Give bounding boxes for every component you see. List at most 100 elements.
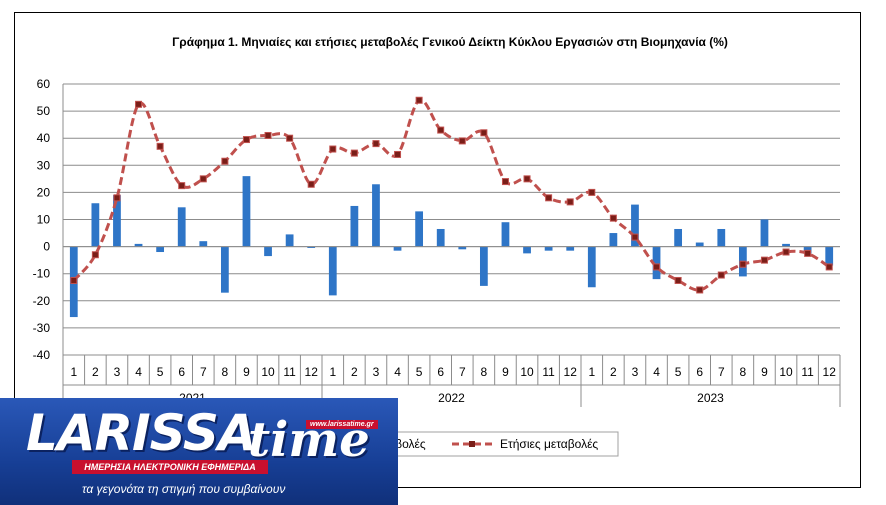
x-tick-label: 3	[632, 365, 639, 379]
annual-change-point-25	[588, 188, 596, 196]
annual-change-point-35	[804, 249, 812, 257]
bar-8	[220, 246, 229, 293]
x-tick-label: 10	[779, 365, 793, 379]
x-tick-label: 6	[437, 365, 444, 379]
x-tick-label: 12	[305, 365, 319, 379]
annual-change-point-7	[199, 175, 207, 183]
year-label-2023: 2023	[697, 391, 724, 405]
annual-change-line	[72, 98, 831, 292]
logo-tagline: τα γεγονότα τη στιγμή που συμβαίνουν	[82, 482, 286, 496]
bar-15	[372, 184, 380, 247]
x-tick-label: 9	[243, 365, 250, 379]
annual-change-point-4	[135, 100, 143, 108]
x-tick-label: 11	[283, 365, 296, 379]
annual-change-point-27	[631, 233, 639, 241]
bar-10	[264, 246, 272, 257]
annual-change-point-33	[760, 256, 768, 264]
y-tick-label: 0	[43, 240, 50, 254]
y-tick-label: -30	[33, 321, 51, 335]
x-tick-label: 12	[823, 365, 837, 379]
bar-14	[350, 205, 359, 247]
annual-change-point-15	[372, 140, 380, 148]
x-tick-label: 4	[394, 365, 401, 379]
bar-25	[587, 246, 596, 288]
bar-36	[825, 246, 834, 266]
bar-6	[177, 207, 186, 247]
bar-20	[479, 246, 488, 286]
bar-3	[113, 195, 121, 247]
legend-marker-annual	[469, 441, 475, 447]
annual-change-point-21	[501, 178, 509, 186]
logo-url: www.larissatime.gr	[306, 420, 378, 429]
x-tick-label: 9	[502, 365, 509, 379]
bar-9	[242, 176, 251, 247]
bar-21	[501, 222, 510, 247]
bar-29	[674, 228, 683, 247]
larissatime-logo-banner[interactable]: LARISSA time www.larissatime.gr ΗΜΕΡΗΣΙΑ…	[0, 398, 398, 505]
bar-17	[415, 211, 424, 247]
annual-change-point-10	[264, 131, 272, 139]
x-tick-label: 3	[114, 365, 121, 379]
x-tick-label: 10	[520, 365, 534, 379]
x-tick-label: 11	[542, 365, 555, 379]
annual-change-point-36	[825, 263, 833, 271]
bar-2	[91, 203, 100, 247]
annual-change-point-3	[113, 194, 121, 202]
annual-change-point-31	[717, 271, 725, 279]
logo-wordmark: LARISSA	[26, 404, 257, 462]
x-tick-label: 3	[373, 365, 380, 379]
x-tick-label: 5	[157, 365, 164, 379]
annual-change-point-12	[307, 180, 315, 188]
x-tick-label: 4	[653, 365, 660, 379]
y-tick-label: -10	[33, 267, 51, 281]
annual-change-point-23	[545, 194, 553, 202]
annual-change-point-30	[696, 286, 704, 294]
logo-subtitle: ΗΜΕΡΗΣΙΑ ΗΛΕΚΤΡΟΝΙΚΗ ΕΦΗΜΕΡΙΔΑ	[72, 460, 268, 474]
bar-13	[328, 246, 337, 296]
x-tick-label: 2	[610, 365, 617, 379]
x-tick-label: 1	[70, 365, 77, 379]
x-tick-label: 8	[740, 365, 747, 379]
annual-change-point-32	[739, 260, 747, 268]
x-tick-label: 12	[564, 365, 578, 379]
x-tick-label: 2	[92, 365, 99, 379]
y-tick-label: 50	[37, 104, 51, 118]
x-tick-label: 6	[178, 365, 185, 379]
x-tick-label: 10	[261, 365, 275, 379]
x-tick-label: 8	[222, 365, 229, 379]
bar-5	[156, 246, 165, 253]
x-tick-label: 5	[675, 365, 682, 379]
annual-change-point-22	[523, 175, 531, 183]
annual-change-point-1	[70, 276, 78, 284]
legend-label-annual: Ετήσιες μεταβολές	[500, 437, 598, 451]
x-tick-label: 6	[696, 365, 703, 379]
y-tick-label: 60	[37, 77, 51, 91]
annual-change-point-20	[480, 129, 488, 137]
x-tick-label: 7	[200, 365, 207, 379]
bar-26	[609, 233, 618, 247]
chart-title: Γράφημα 1. Μηνιαίες και ετήσιες μεταβολέ…	[172, 35, 728, 49]
x-tick-label: 5	[416, 365, 423, 379]
annual-change-point-34	[782, 248, 790, 256]
y-tick-label: -20	[33, 294, 51, 308]
x-tick-label: 7	[718, 365, 725, 379]
y-tick-label: 30	[37, 158, 51, 172]
x-tick-label: 2	[351, 365, 358, 379]
annual-change-point-26	[609, 214, 617, 222]
bar-31	[717, 228, 726, 247]
x-tick-label: 7	[459, 365, 466, 379]
x-tick-label: 11	[801, 365, 814, 379]
bar-22	[523, 246, 531, 254]
annual-change-point-6	[178, 182, 186, 190]
annual-change-point-8	[221, 157, 229, 165]
bar-33	[760, 219, 769, 247]
y-tick-label: 40	[37, 131, 51, 145]
y-tick-label: 20	[37, 185, 51, 199]
annual-change-point-5	[156, 142, 164, 150]
bar-16	[393, 246, 402, 251]
bar-11	[285, 234, 294, 247]
y-tick-label: 10	[37, 213, 51, 227]
annual-change-point-2	[91, 251, 99, 259]
year-label-2022: 2022	[438, 391, 465, 405]
x-tick-label: 1	[329, 365, 336, 379]
